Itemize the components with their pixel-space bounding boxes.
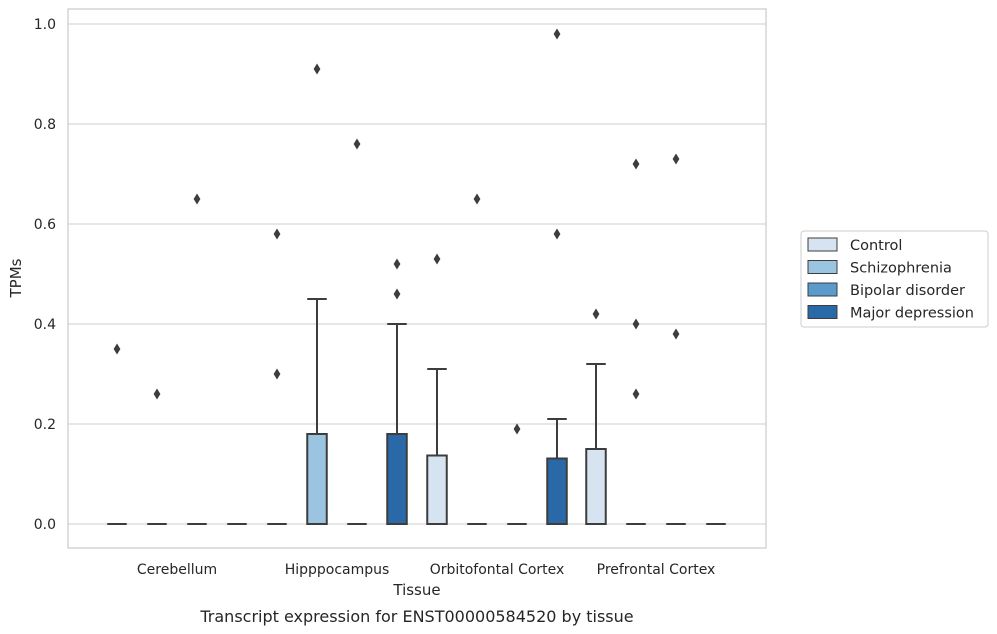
box-major-depression xyxy=(546,418,568,525)
outlier-points xyxy=(113,28,680,435)
legend-frame xyxy=(800,230,989,328)
box xyxy=(546,457,568,525)
box-series xyxy=(107,298,726,525)
y-tick-label: 0.8 xyxy=(34,117,56,133)
x-tick-label: Cerebellum xyxy=(137,562,217,578)
legend-swatch xyxy=(807,237,838,252)
x-tick-label: Prefrontal Cortex xyxy=(597,562,716,578)
outlier-point xyxy=(353,138,361,150)
outlier-point xyxy=(393,258,401,270)
outlier-point xyxy=(592,308,600,320)
legend: Control Schizophrenia Bipolar disorder Majo… xyxy=(800,230,989,328)
x-tick-label: Hipppocampus xyxy=(285,562,390,578)
y-tick-label: 0.2 xyxy=(34,417,56,433)
legend-label: Control xyxy=(850,238,902,254)
y-tick-label: 1.0 xyxy=(34,17,56,33)
chart-caption: Transcript expression for ENST0000058452… xyxy=(199,607,633,626)
box-control xyxy=(585,363,607,525)
legend-swatch xyxy=(807,305,838,319)
outlier-point xyxy=(433,253,441,265)
box-major-depression xyxy=(386,323,408,525)
outlier-point xyxy=(632,318,640,330)
outlier-point xyxy=(393,288,401,300)
outlier-point xyxy=(113,343,121,355)
outlier-point xyxy=(153,388,161,400)
outlier-point xyxy=(553,228,561,240)
legend-label: Bipolar disorder xyxy=(850,283,965,299)
outlier-point xyxy=(473,193,481,205)
grid-lines xyxy=(68,23,766,525)
outlier-point xyxy=(632,158,640,170)
outlier-point xyxy=(672,153,680,165)
outlier-point xyxy=(193,193,201,205)
legend-label: Schizophrenia xyxy=(850,261,952,277)
box xyxy=(585,448,607,525)
x-axis-ticks: Cerebellum Hipppocampus Orbitofontal Corte… xyxy=(137,562,715,578)
outlier-point xyxy=(513,423,521,435)
outlier-point xyxy=(273,228,281,240)
box-control xyxy=(426,368,448,525)
box xyxy=(306,433,328,525)
outlier-point xyxy=(632,388,640,400)
y-tick-label: 0.6 xyxy=(34,217,56,233)
x-axis-label: Tissue xyxy=(392,581,440,599)
y-tick-label: 0.4 xyxy=(34,317,56,333)
y-axis-label: TPMs xyxy=(7,258,25,298)
outlier-point xyxy=(672,328,680,340)
box xyxy=(386,433,408,525)
outlier-point xyxy=(313,63,321,75)
legend-label: Major depression xyxy=(850,306,974,322)
x-tick-label: Orbitofontal Cortex xyxy=(430,562,565,578)
outlier-point xyxy=(553,28,561,40)
box xyxy=(426,454,448,525)
plot-frame xyxy=(67,8,767,549)
y-tick-label: 0.0 xyxy=(34,517,56,533)
outlier-point xyxy=(273,368,281,380)
box-schizophrenia xyxy=(306,298,328,525)
legend-swatch xyxy=(807,282,838,297)
y-axis-ticks: 0.0 0.2 0.4 0.6 0.8 1.0 xyxy=(34,17,56,533)
legend-swatch xyxy=(807,260,838,274)
